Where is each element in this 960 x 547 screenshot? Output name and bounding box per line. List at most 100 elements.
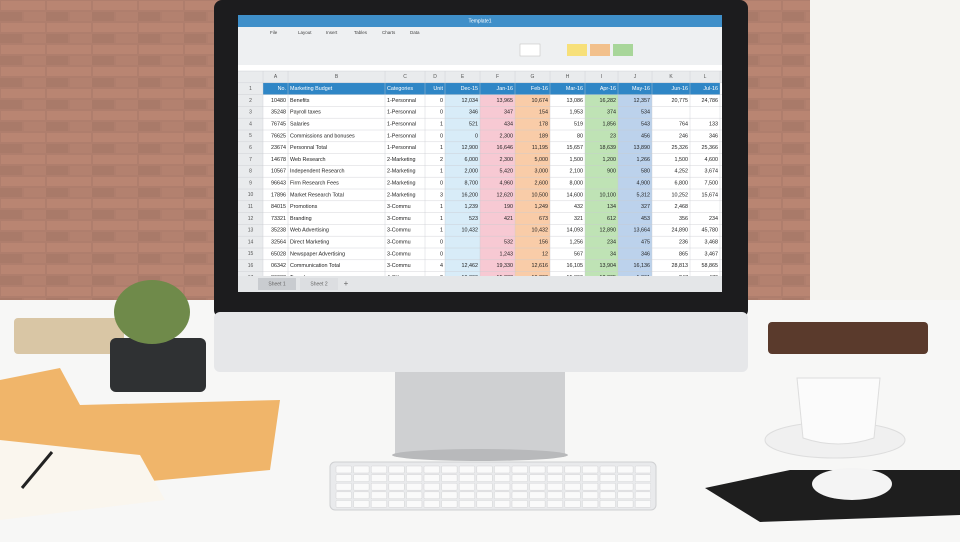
- cell: 4,600: [705, 157, 719, 163]
- key: [423, 482, 440, 491]
- cell: 580: [641, 169, 650, 175]
- key: [617, 474, 634, 482]
- cell: Web Advertising: [290, 228, 329, 234]
- cell: 432: [574, 204, 583, 210]
- sheet-tab[interactable]: [258, 278, 296, 290]
- cell: 73321: [271, 216, 286, 222]
- key: [353, 491, 370, 500]
- key: [406, 491, 423, 500]
- leather-folder: [768, 322, 928, 354]
- cell: 1,856: [603, 122, 617, 128]
- cell: 13,890: [634, 145, 651, 151]
- cell: 1,256: [570, 240, 584, 246]
- cell: 356: [679, 216, 688, 222]
- cell: 0: [440, 98, 443, 104]
- key: [458, 491, 475, 500]
- cell: Personnal Total: [290, 145, 327, 151]
- cell: 1,249: [535, 204, 549, 210]
- key: [546, 482, 563, 491]
- cell: 3-Commu: [387, 216, 411, 222]
- ribbon-tab[interactable]: Tables: [354, 30, 368, 35]
- cup: [796, 377, 881, 445]
- add-sheet[interactable]: +: [344, 279, 349, 288]
- cell: 2-Marketing: [387, 157, 415, 163]
- key: [529, 465, 546, 474]
- cell: 2,300: [500, 157, 514, 163]
- cell: May-16: [632, 86, 650, 92]
- cell: 12,620: [497, 192, 514, 198]
- cell: 34: [610, 251, 616, 257]
- cell: 475: [641, 240, 650, 246]
- key: [388, 474, 405, 482]
- cell: 1-Personnal: [387, 133, 416, 139]
- ribbon-tab[interactable]: Data: [410, 30, 420, 35]
- cell: Marketing Budget: [290, 86, 333, 92]
- paper: [0, 440, 165, 520]
- cell: 178: [539, 122, 548, 128]
- ribbon-tab[interactable]: Layout: [298, 30, 312, 35]
- cell: 25,366: [702, 145, 719, 151]
- cell: 612: [607, 216, 616, 222]
- key: [494, 482, 511, 491]
- cell: 5,312: [637, 192, 651, 198]
- key: [564, 482, 581, 491]
- key: [634, 474, 651, 482]
- ribbon-tab[interactable]: Charts: [382, 30, 396, 35]
- style-box: [519, 43, 541, 57]
- cell: 134: [607, 204, 616, 210]
- key: [441, 500, 458, 508]
- cactus: [114, 280, 190, 344]
- cell: 96643: [271, 181, 286, 187]
- cell: 35248: [271, 110, 286, 116]
- cell: 1,243: [500, 251, 514, 257]
- window: [810, 0, 960, 310]
- cell: 6,000: [465, 157, 479, 163]
- cell: 3-Commu: [387, 204, 411, 210]
- cell: 13,086: [567, 98, 584, 104]
- cell: 236: [679, 240, 688, 246]
- key: [634, 491, 651, 500]
- cell: 234: [607, 240, 616, 246]
- cell: 16,282: [600, 98, 617, 104]
- key: [370, 491, 387, 500]
- header-row: [263, 82, 720, 95]
- row-number-bar: [238, 82, 263, 284]
- cell: 0: [440, 110, 443, 116]
- key: [599, 500, 616, 508]
- cell: 10,432: [532, 228, 549, 234]
- key: [353, 474, 370, 482]
- cell: 2-Marketing: [387, 169, 415, 175]
- stand-base: [392, 449, 568, 461]
- key: [458, 465, 475, 474]
- sheet-tab-label[interactable]: Sheet 2: [310, 281, 327, 287]
- ribbon-tab[interactable]: File: [270, 30, 278, 35]
- row-number: 16: [248, 263, 254, 269]
- cell: Jun-16: [672, 86, 688, 92]
- key: [388, 500, 405, 508]
- window-title: Template1: [468, 18, 491, 24]
- sheet-tab[interactable]: [300, 278, 338, 290]
- ribbon-tab[interactable]: Insert: [326, 30, 338, 35]
- key: [564, 465, 581, 474]
- column-letter: A: [274, 74, 278, 80]
- cell: 1,953: [570, 110, 584, 116]
- cell: 1: [440, 122, 443, 128]
- cell: Dec-15: [461, 86, 478, 92]
- key: [335, 465, 352, 474]
- key: [335, 474, 352, 482]
- cell: 156: [539, 240, 548, 246]
- cell: 2,100: [570, 169, 584, 175]
- cell: 0: [475, 133, 478, 139]
- column-fill: [585, 82, 618, 284]
- cell: 521: [469, 122, 478, 128]
- column-letter: F: [496, 74, 499, 80]
- notebook: [14, 318, 124, 354]
- cell: 421: [504, 216, 513, 222]
- cell: 3,468: [705, 240, 719, 246]
- cell: 0: [440, 251, 443, 257]
- cell: 17896: [271, 192, 286, 198]
- cell: 80: [577, 133, 583, 139]
- key: [353, 500, 370, 508]
- sheet-tab-label[interactable]: Sheet 1: [268, 281, 285, 287]
- cell: Independent Research: [290, 169, 345, 175]
